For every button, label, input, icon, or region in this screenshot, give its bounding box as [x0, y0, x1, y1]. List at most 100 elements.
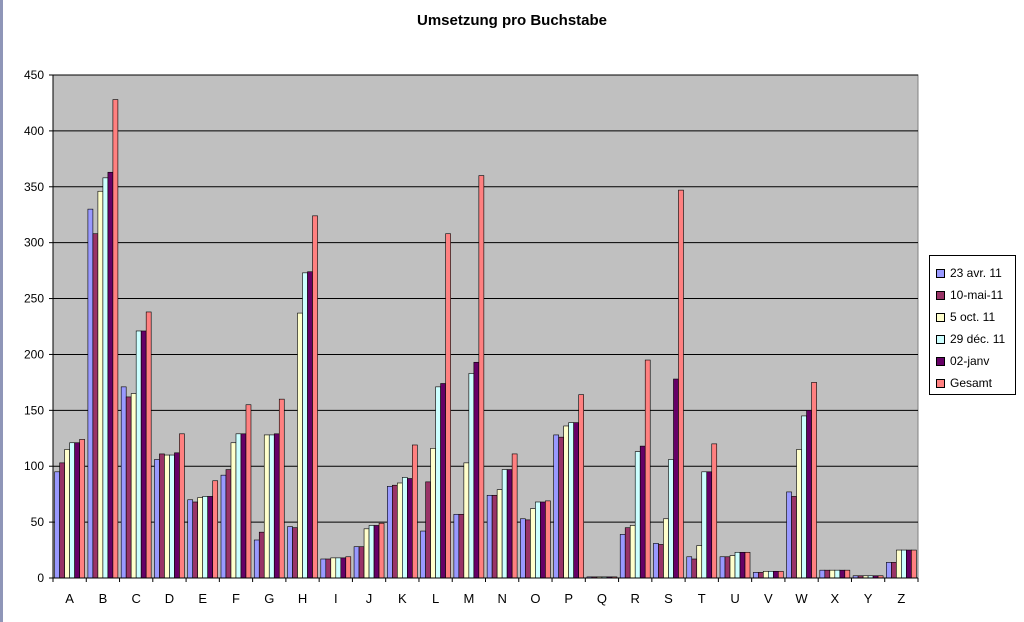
bar-P-series-1 — [553, 434, 559, 579]
x-tick-label: R — [631, 591, 640, 606]
bar-U-series-6 — [744, 551, 751, 579]
bar-Z-series-1 — [886, 562, 892, 579]
x-tick-label: W — [795, 591, 808, 606]
bar-U-series-1 — [719, 556, 726, 579]
bar-J-series-6 — [378, 522, 385, 579]
bar-D-series-2 — [159, 453, 165, 579]
bar-L-series-6 — [445, 233, 451, 579]
bar-F-series-4 — [235, 433, 242, 579]
x-tick-label: F — [232, 591, 240, 606]
legend-swatch — [936, 312, 945, 322]
bar-C-series-2 — [125, 396, 132, 579]
bar-X-series-4 — [834, 569, 841, 579]
x-tick-label: J — [366, 591, 373, 606]
bar-O-series-4 — [535, 501, 541, 579]
x-tick-label: M — [463, 591, 474, 606]
window-left-border — [0, 0, 3, 622]
legend-swatch — [936, 378, 945, 388]
bar-E-series-2 — [192, 501, 199, 579]
x-tick-label: D — [165, 591, 174, 606]
bar-R-series-2 — [624, 527, 631, 579]
bar-A-series-4 — [69, 442, 75, 579]
bar-O-series-3 — [530, 508, 536, 579]
bar-A-series-2 — [59, 462, 65, 579]
bar-S-series-2 — [658, 544, 664, 579]
bar-W-series-6 — [811, 382, 817, 579]
y-tick-label: 350 — [24, 180, 44, 194]
y-tick-label: 150 — [24, 403, 44, 417]
y-tick-label: 400 — [24, 124, 44, 138]
x-tick-label: G — [264, 591, 274, 606]
x-tick-label: I — [334, 591, 338, 606]
bar-H-series-6 — [312, 215, 318, 579]
bar-D-series-4 — [169, 454, 175, 579]
bar-J-series-3 — [363, 528, 370, 579]
bar-L-series-5 — [440, 383, 446, 579]
bar-X-series-6 — [844, 569, 851, 579]
bar-P-series-3 — [563, 425, 569, 579]
bar-L-series-4 — [435, 386, 441, 579]
bar-G-series-4 — [268, 434, 275, 579]
bar-W-series-5 — [806, 410, 812, 579]
x-tick-label: H — [298, 591, 307, 606]
x-tick-label: P — [564, 591, 573, 606]
bar-H-series-4 — [302, 272, 308, 579]
y-tick-label: 100 — [24, 459, 44, 473]
bar-S-series-6 — [678, 189, 684, 579]
bar-K-series-2 — [392, 484, 398, 579]
bar-N-series-2 — [491, 494, 498, 579]
bar-M-series-1 — [453, 513, 460, 579]
bar-I-series-4 — [335, 557, 342, 579]
bar-S-series-4 — [668, 459, 674, 579]
bar-S-series-3 — [663, 518, 669, 579]
bar-F-series-1 — [220, 474, 227, 579]
x-tick-label: C — [131, 591, 140, 606]
legend-label: 5 oct. 11 — [950, 310, 996, 324]
bar-B-series-4 — [102, 177, 109, 579]
legend-label: Gesamt — [950, 376, 993, 390]
bar-J-series-1 — [353, 546, 360, 579]
x-tick-label: L — [432, 591, 439, 606]
bar-V-series-4 — [767, 570, 774, 579]
bar-I-series-6 — [345, 556, 352, 579]
bar-C-series-6 — [145, 311, 152, 579]
bar-W-series-4 — [801, 415, 807, 579]
bar-P-series-2 — [558, 436, 564, 579]
bar-K-series-4 — [402, 477, 408, 579]
bar-M-series-4 — [468, 373, 475, 579]
bar-L-series-2 — [425, 481, 431, 579]
bar-U-series-2 — [724, 556, 731, 579]
x-tick-label: O — [530, 591, 540, 606]
legend-item: 10-mai-11 — [936, 284, 1011, 306]
bar-V-series-6 — [777, 570, 784, 579]
bar-B-series-1 — [87, 208, 94, 579]
bar-R-series-1 — [619, 534, 626, 579]
bar-W-series-3 — [796, 449, 802, 579]
bar-M-series-2 — [458, 513, 465, 579]
bar-D-series-3 — [164, 454, 170, 579]
bar-P-series-6 — [578, 394, 584, 579]
bar-K-series-3 — [397, 482, 403, 579]
bar-Z-series-6 — [911, 549, 917, 579]
bar-F-series-2 — [225, 469, 232, 579]
x-tick-label: Y — [864, 591, 873, 606]
bar-Z-series-4 — [901, 549, 907, 579]
bar-W-series-2 — [791, 496, 797, 579]
bar-O-series-2 — [525, 519, 531, 579]
legend-swatch — [936, 356, 945, 366]
bar-X-series-2 — [824, 569, 831, 579]
bar-E-series-6 — [212, 480, 219, 579]
bar-L-series-3 — [430, 448, 436, 579]
y-tick-label: 0 — [37, 571, 44, 585]
y-tick-label: 300 — [24, 236, 44, 250]
bar-C-series-5 — [140, 330, 147, 579]
x-tick-label: T — [698, 591, 706, 606]
x-tick-label: A — [65, 591, 74, 606]
bar-S-series-1 — [653, 543, 659, 579]
bar-I-series-3 — [330, 557, 337, 579]
x-tick-label: Z — [897, 591, 905, 606]
bar-X-series-1 — [819, 569, 826, 579]
bar-J-series-5 — [373, 525, 380, 579]
bar-B-series-3 — [97, 190, 104, 579]
